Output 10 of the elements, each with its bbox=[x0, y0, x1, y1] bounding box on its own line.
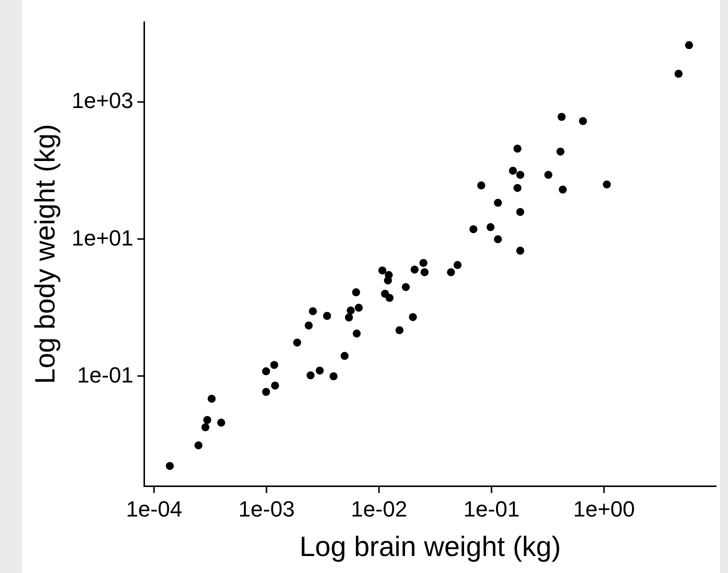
x-tick-label: 1e-04 bbox=[126, 496, 182, 522]
x-tick-label: 1e+00 bbox=[573, 496, 635, 522]
x-axis-title: Log brain weight (kg) bbox=[299, 530, 561, 562]
x-tick-label: 1e-01 bbox=[463, 496, 520, 522]
y-axis-title: Log body weight (kg) bbox=[30, 124, 61, 384]
y-tick-label: 1e+01 bbox=[72, 225, 134, 250]
x-tick-label: 1e-03 bbox=[238, 496, 295, 522]
y-tick-label: 1e+03 bbox=[72, 88, 134, 114]
y-tick-label: 1e-01 bbox=[77, 362, 134, 388]
x-tick-label: 1e-02 bbox=[350, 496, 408, 522]
